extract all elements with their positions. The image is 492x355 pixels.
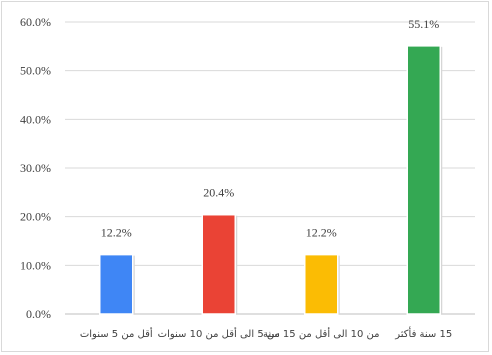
- data-label: 55.1%: [408, 17, 439, 31]
- category-label: من 5 الى أقل من 10 سنوات: [158, 327, 280, 340]
- bar: [304, 253, 339, 315]
- y-tick-label: 40.0%: [20, 112, 51, 126]
- bar: [406, 45, 441, 315]
- bar: [99, 253, 134, 315]
- y-tick-label: 0.0%: [26, 307, 51, 321]
- data-label: 20.4%: [203, 186, 234, 200]
- category-label: 15 سنة فأكثر: [394, 326, 452, 340]
- y-tick-label: 30.0%: [20, 161, 51, 175]
- category-label: أقل من 5 سنوات: [80, 327, 153, 340]
- y-tick-label: 20.0%: [20, 210, 51, 224]
- data-label: 12.2%: [101, 226, 132, 240]
- y-tick-label: 10.0%: [20, 258, 51, 272]
- category-label: من 10 الى أقل من 15 سنة: [263, 327, 380, 340]
- data-label: 12.2%: [306, 226, 337, 240]
- bar: [201, 213, 236, 315]
- y-tick-label: 60.0%: [20, 15, 51, 29]
- y-tick-label: 50.0%: [20, 64, 51, 78]
